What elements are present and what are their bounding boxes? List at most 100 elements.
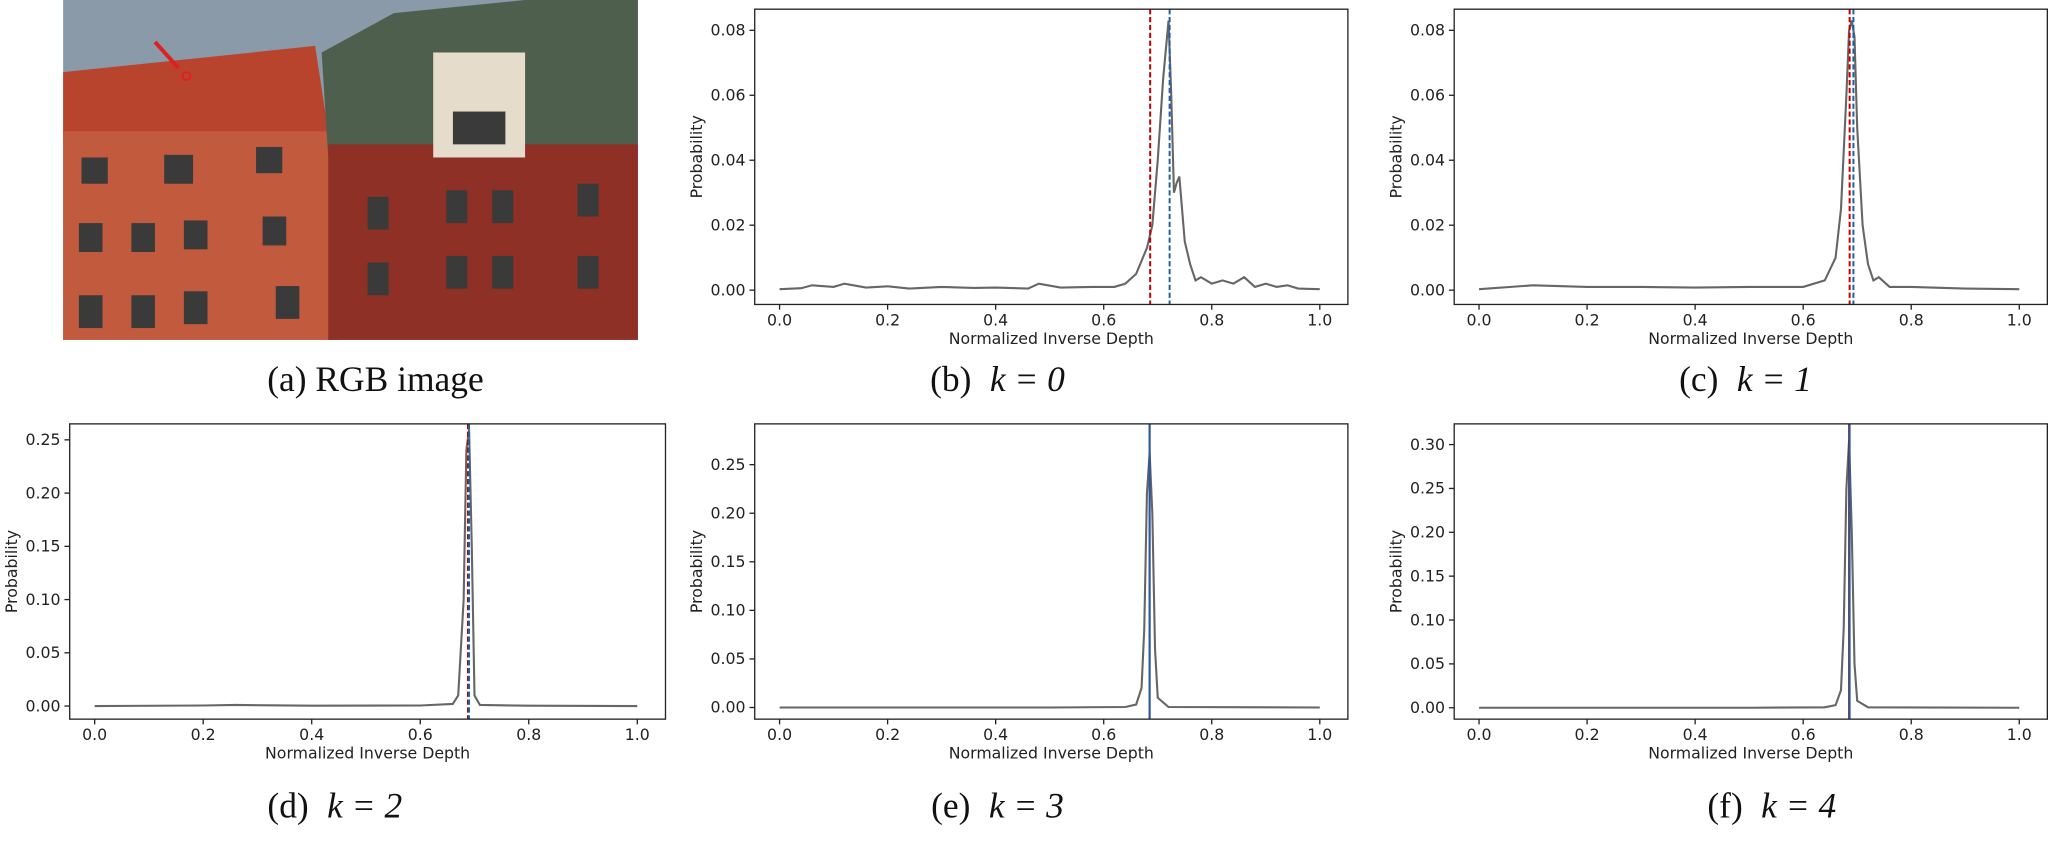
y-tick-label: 0.04: [1410, 150, 1445, 169]
caption: (b) k = 0: [930, 359, 1065, 399]
caption-math: k = 4: [1761, 786, 1836, 826]
data-line: [1478, 20, 2020, 291]
data-line: [94, 429, 638, 708]
x-tick-label: 0.6: [1791, 725, 1816, 744]
x-tick-label: 0.0: [82, 725, 107, 744]
x-tick-label: 0.6: [408, 725, 433, 744]
y-tick-label: 0.05: [25, 643, 60, 662]
caption: (c) k = 1: [1679, 359, 1812, 399]
y-tick-label: 0.20: [710, 503, 745, 522]
y-tick-label: 0.08: [710, 21, 745, 40]
x-tick-label: 0.0: [1467, 725, 1492, 744]
data-line: [779, 20, 1320, 291]
y-tick-label: 0.05: [1410, 654, 1445, 673]
x-tick-label: 1.0: [2007, 725, 2032, 744]
y-axis-label: Probability: [1387, 115, 1406, 198]
x-tick-label: 0.8: [516, 725, 541, 744]
x-tick-label: 1.0: [1307, 725, 1332, 744]
y-axis-label: Probability: [687, 530, 706, 613]
y-tick-label: 0.20: [25, 483, 60, 502]
y-tick-label: 0.06: [710, 86, 745, 105]
caption-math: k = 1: [1737, 359, 1812, 399]
x-tick-label: 1.0: [1307, 310, 1332, 329]
axes-frame: [69, 423, 667, 720]
x-tick-label: 1.0: [2007, 310, 2032, 329]
y-tick-label: 0.08: [1410, 21, 1445, 40]
caption: (d) k = 2: [267, 786, 402, 826]
x-axis-label: Normalized Inverse Depth: [265, 744, 470, 763]
point-marker: [181, 71, 192, 82]
x-tick-label: 0.0: [767, 310, 792, 329]
image-caption: (a) RGB image: [267, 359, 483, 399]
caption: (f) k = 4: [1707, 786, 1836, 826]
y-tick-label: 0.02: [1410, 215, 1445, 234]
x-tick-label: 0.2: [191, 725, 216, 744]
rgb-image: [63, 0, 638, 340]
y-tick-label: 0.30: [1410, 435, 1445, 454]
y-tick-label: 0.02: [710, 215, 745, 234]
x-tick-label: 0.2: [875, 310, 900, 329]
caption: (e) k = 3: [931, 786, 1064, 826]
x-axis-label: Normalized Inverse Depth: [1648, 329, 1853, 348]
x-tick-label: 0.8: [1899, 310, 1924, 329]
y-tick-label: 0.25: [710, 455, 745, 474]
x-tick-label: 0.4: [299, 725, 324, 744]
x-tick-label: 0.2: [875, 725, 900, 744]
y-tick-label: 0.06: [1410, 86, 1445, 105]
y-tick-label: 0.15: [1410, 566, 1445, 585]
x-tick-label: 0.4: [1683, 725, 1708, 744]
axes-frame: [1453, 423, 2049, 720]
axes-frame: [1453, 8, 2049, 306]
x-tick-label: 0.2: [1575, 310, 1600, 329]
caption-math: k = 0: [990, 359, 1065, 399]
x-tick-label: 0.4: [983, 725, 1008, 744]
x-tick-label: 0.8: [1899, 725, 1924, 744]
caption-label: (c): [1679, 359, 1718, 399]
y-tick-label: 0.15: [710, 552, 745, 571]
arrow: [153, 40, 181, 70]
x-tick-label: 0.6: [1091, 725, 1116, 744]
y-tick-label: 0.10: [25, 590, 60, 609]
y-tick-label: 0.00: [1410, 698, 1445, 717]
caption-math: k = 2: [327, 786, 402, 826]
y-tick-label: 0.20: [1410, 523, 1445, 542]
y-tick-label: 0.10: [710, 601, 745, 620]
caption-label: (d): [267, 786, 308, 826]
x-tick-label: 0.6: [1091, 310, 1116, 329]
right-facade: [328, 144, 638, 340]
data-line: [779, 452, 1320, 709]
x-tick-label: 0.8: [1199, 310, 1224, 329]
windows: [78, 111, 599, 329]
axes-frame: [754, 8, 1349, 306]
caption-label: (e): [931, 786, 970, 826]
data-line: [1479, 440, 2020, 709]
x-tick-label: 0.8: [1199, 725, 1224, 744]
x-tick-label: 0.0: [767, 725, 792, 744]
y-tick-label: 0.00: [710, 698, 745, 717]
y-tick-label: 0.25: [25, 430, 60, 449]
x-tick-label: 0.4: [983, 310, 1008, 329]
red-roof: [63, 45, 329, 145]
y-tick-label: 0.00: [1410, 280, 1445, 299]
y-tick-label: 0.04: [710, 150, 745, 169]
y-tick-label: 0.10: [1410, 610, 1445, 629]
axes-frame: [754, 423, 1349, 720]
y-axis-label: Probability: [1387, 530, 1406, 613]
x-tick-label: 0.6: [1791, 310, 1816, 329]
x-axis-label: Normalized Inverse Depth: [949, 744, 1154, 763]
x-tick-label: 0.4: [1683, 310, 1708, 329]
caption-label: (f): [1707, 786, 1742, 826]
caption-math: k = 3: [989, 786, 1064, 826]
y-tick-label: 0.00: [710, 280, 745, 299]
y-axis-label: Probability: [687, 115, 706, 198]
y-tick-label: 0.00: [25, 696, 60, 715]
x-axis-label: Normalized Inverse Depth: [949, 329, 1154, 348]
caption-label: (b): [930, 359, 971, 399]
x-tick-label: 0.2: [1575, 725, 1600, 744]
y-tick-label: 0.05: [710, 649, 745, 668]
y-axis-label: Probability: [2, 530, 21, 613]
y-tick-label: 0.15: [25, 537, 60, 556]
x-axis-label: Normalized Inverse Depth: [1648, 744, 1853, 763]
